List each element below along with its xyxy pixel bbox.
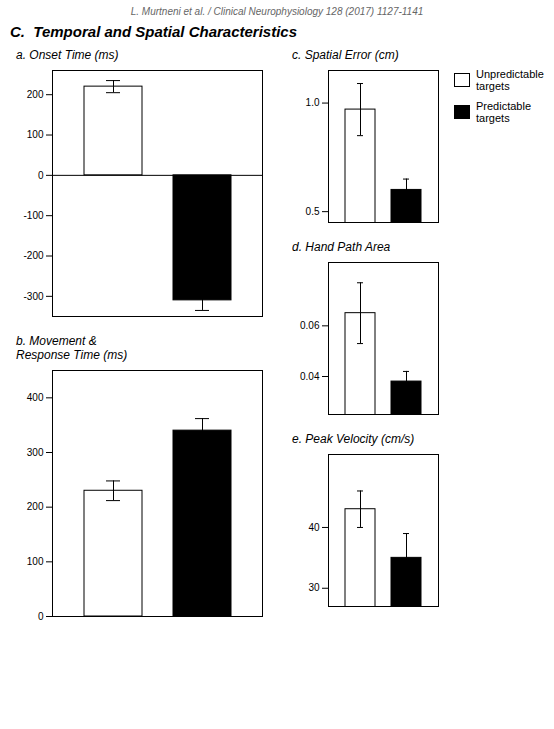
svg-text:-200: -200: [23, 250, 43, 261]
svg-text:0.5: 0.5: [306, 206, 320, 217]
svg-text:200: 200: [27, 501, 44, 512]
svg-text:0: 0: [38, 611, 44, 622]
html-text:Unpredictable targets: Unpredictable targets: [476, 68, 544, 92]
svg-text:100: 100: [27, 556, 44, 567]
svg-text:0: 0: [38, 170, 44, 181]
svg-text:-300: -300: [23, 291, 43, 302]
svg-text:0.04: 0.04: [300, 371, 320, 382]
svg-text:1.0: 1.0: [306, 97, 320, 108]
html-text:e. Peak Velocity (cm/s): e. Peak Velocity (cm/s): [292, 432, 415, 446]
svg-text:200: 200: [27, 89, 44, 100]
svg-text:100: 100: [27, 129, 44, 140]
svg-text:-100: -100: [23, 210, 43, 221]
html-text:b. Movement & Response Time (m: b. Movement & Response Time (ms): [16, 334, 128, 362]
svg-text:0.06: 0.06: [300, 320, 320, 331]
svg-text:300: 300: [27, 447, 44, 458]
html-text:a. Onset Time (ms): a. Onset Time (ms): [16, 48, 119, 62]
html-text:L. Murtneni et al. / Clinical: L. Murtneni et al. / Clinical Neurophysi…: [130, 6, 424, 17]
html-text:Predictable targets: Predictable targets: [476, 100, 531, 124]
svg-text:30: 30: [308, 582, 320, 593]
svg-text:40: 40: [308, 522, 320, 533]
svg-text:400: 400: [27, 392, 44, 403]
html-text:C. Temporal and Spatial Charac: C. Temporal and Spatial Characteristics: [10, 23, 297, 40]
html-text:d. Hand Path Area: d. Hand Path Area: [292, 240, 391, 254]
html-text:c. Spatial Error (cm): c. Spatial Error (cm): [292, 48, 399, 62]
